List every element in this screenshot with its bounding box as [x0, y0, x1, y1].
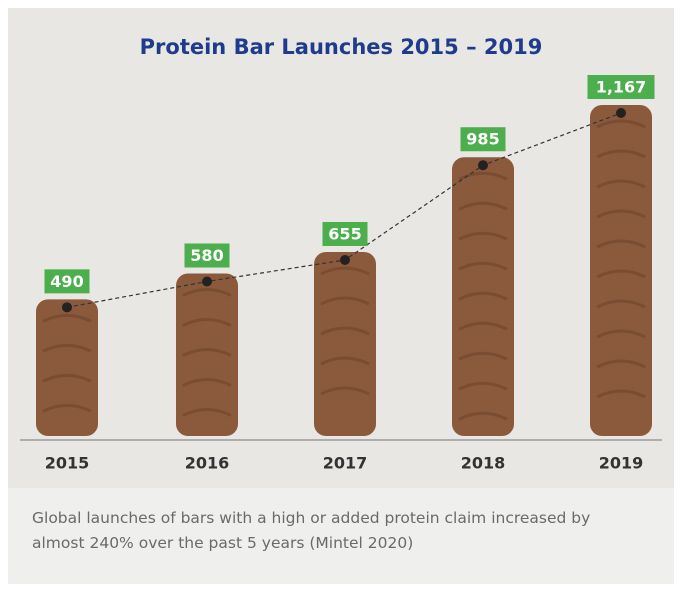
x-tick-label: 2017 — [323, 454, 368, 473]
bar-ridge — [320, 266, 370, 276]
bar-ridge — [596, 269, 646, 279]
bar-ridge — [596, 359, 646, 369]
bar-ridge — [42, 373, 92, 383]
bar-ridge — [320, 326, 370, 336]
x-tick-label: 2019 — [599, 454, 644, 473]
value-label: 580 — [190, 246, 223, 265]
bar — [36, 299, 98, 436]
bar-ridge — [182, 318, 232, 327]
chart-title: Protein Bar Launches 2015 – 2019 — [140, 35, 543, 59]
bar-ridge — [42, 313, 92, 323]
bar-ridge — [458, 231, 508, 241]
bar-ridge — [458, 261, 508, 271]
bar-ridge — [596, 209, 646, 219]
value-label: 490 — [50, 272, 83, 291]
bar-ridge — [320, 356, 370, 366]
value-label-box — [184, 243, 230, 268]
bar-ridge — [596, 149, 646, 159]
bar-ridge — [596, 179, 646, 189]
point — [62, 302, 72, 313]
x-tick-label: 2018 — [461, 454, 506, 473]
point — [478, 160, 488, 171]
bar-ridge — [458, 411, 508, 421]
value-label: 655 — [328, 224, 361, 243]
bar-ridge — [42, 343, 92, 353]
point — [202, 276, 212, 287]
value-label-box — [44, 269, 90, 294]
bar-ridge — [458, 291, 508, 301]
value-label: 1,167 — [596, 78, 647, 97]
caption: Global launches of bars with a high or a… — [32, 509, 591, 552]
value-label-box — [587, 75, 655, 99]
bar-ridge — [596, 239, 646, 249]
bar-ridge — [320, 386, 370, 396]
bar — [452, 157, 514, 437]
bar-ridge — [458, 321, 508, 331]
bar-ridge — [458, 201, 508, 211]
bar — [176, 273, 238, 436]
bar-ridge — [596, 389, 646, 399]
bar-ridge — [596, 119, 646, 129]
value-label-box — [460, 127, 506, 152]
bar — [314, 251, 376, 436]
bar-ridge — [458, 171, 508, 181]
bar-ridge — [182, 408, 232, 417]
bar-ridge — [596, 299, 646, 309]
x-tick-label: 2015 — [45, 454, 90, 473]
bar-ridge — [182, 348, 232, 357]
point — [616, 108, 626, 118]
bar-ridge — [596, 329, 646, 339]
bar-ridge — [182, 378, 232, 387]
x-tick-label: 2016 — [185, 454, 230, 473]
value-label: 985 — [466, 130, 499, 149]
bar-ridge — [182, 288, 232, 297]
value-label-box — [322, 221, 368, 246]
point — [340, 254, 350, 265]
bar-ridge — [458, 381, 508, 391]
bar-ridge — [42, 403, 92, 413]
bar-ridge — [458, 351, 508, 361]
bar-ridge — [320, 296, 370, 306]
